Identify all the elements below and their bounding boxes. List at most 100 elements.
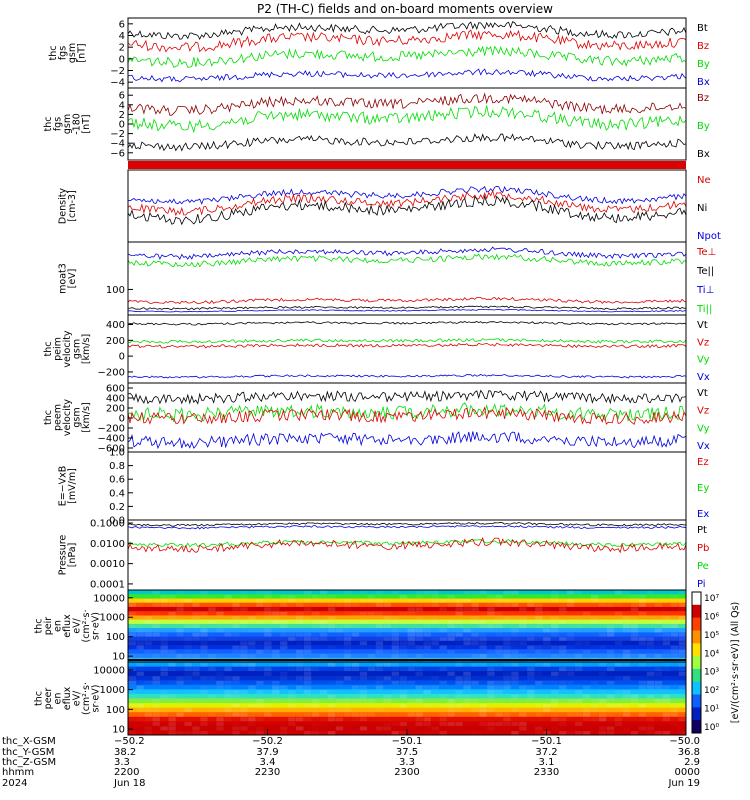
spectrogram-cell bbox=[311, 602, 320, 608]
spectrogram-cell bbox=[343, 707, 352, 713]
spectrogram-cell bbox=[136, 606, 145, 612]
spectrogram-cell bbox=[343, 590, 352, 595]
spectrogram-cell bbox=[319, 712, 328, 718]
spectrogram-cell bbox=[367, 712, 376, 718]
spectrogram-cell bbox=[510, 666, 520, 672]
spectrogram-cell bbox=[670, 703, 679, 709]
spectrogram-cell bbox=[470, 615, 480, 621]
spectrogram-cell bbox=[303, 598, 312, 604]
spectrogram-cell bbox=[518, 684, 528, 690]
spectrogram-cell bbox=[415, 671, 424, 677]
spectrogram-cell bbox=[534, 590, 544, 595]
legend-Ne: Ne bbox=[697, 175, 711, 186]
colorbar-frame bbox=[691, 591, 702, 734]
y-axis-label: peem bbox=[53, 404, 64, 431]
spectrogram-cell bbox=[159, 680, 169, 686]
spectrogram-cell bbox=[383, 598, 392, 604]
spectrogram-cell bbox=[654, 598, 663, 604]
spectrogram-cell bbox=[502, 636, 512, 642]
spectrogram-cell bbox=[343, 684, 352, 690]
spectrogram-cell bbox=[534, 698, 544, 704]
spectrogram-cell bbox=[430, 611, 440, 616]
spectrogram-cell bbox=[638, 693, 647, 700]
spectrogram-cell bbox=[454, 698, 464, 704]
spectrogram-cell bbox=[215, 645, 225, 650]
spectrogram-cell bbox=[287, 615, 296, 621]
spectrogram-cell bbox=[271, 693, 281, 700]
spectrogram-cell bbox=[542, 628, 552, 633]
spectrogram-cell bbox=[662, 712, 671, 718]
series-line-blue bbox=[128, 68, 686, 83]
y-tick-label: −6 bbox=[110, 148, 125, 159]
spectrogram-cell bbox=[247, 666, 257, 672]
spectrogram-cell bbox=[151, 689, 161, 695]
spectrogram-cell bbox=[550, 590, 560, 595]
spectrogram-cell bbox=[582, 606, 591, 612]
spectrogram-cell bbox=[462, 594, 472, 599]
spectrogram-cell bbox=[446, 606, 456, 612]
spectrogram-cell bbox=[143, 680, 153, 686]
spectrogram-cell bbox=[343, 653, 352, 659]
spectrogram-cell bbox=[558, 636, 568, 642]
spectrogram-cell bbox=[175, 640, 185, 646]
spectrogram-cell bbox=[526, 675, 536, 681]
spectrogram-cell bbox=[462, 611, 472, 616]
y-tick-label: 6 bbox=[119, 19, 125, 30]
spectrogram-cell bbox=[606, 707, 615, 713]
y-tick-label: −2 bbox=[110, 66, 125, 77]
spectrogram-cell bbox=[391, 671, 400, 677]
spectrogram-cell bbox=[399, 594, 408, 599]
spectrogram-cell bbox=[295, 590, 304, 595]
spectrogram-cell bbox=[526, 590, 536, 595]
spectrogram-cell bbox=[311, 636, 320, 642]
spectrogram-cell bbox=[343, 645, 352, 650]
spectrogram-cell bbox=[494, 689, 504, 695]
spectrogram-cell bbox=[470, 680, 480, 686]
spectrogram-cell bbox=[598, 611, 607, 616]
spectrogram-cell bbox=[327, 703, 336, 709]
spectrogram-cell bbox=[678, 594, 686, 599]
spectrogram-cell bbox=[183, 662, 193, 668]
spectrogram-cell bbox=[574, 649, 583, 655]
spectrogram-cell bbox=[590, 716, 599, 722]
spectrogram-cell bbox=[462, 662, 472, 668]
spectrogram-cell bbox=[415, 590, 424, 595]
y-axis-label: thc bbox=[43, 342, 54, 357]
spectrogram-cell bbox=[598, 590, 607, 595]
spectrogram-cell bbox=[518, 645, 528, 650]
spectrogram-cell bbox=[167, 662, 177, 668]
spectrogram-cell bbox=[287, 662, 296, 668]
spectrogram-cell bbox=[550, 653, 560, 659]
spectrogram-cell bbox=[478, 602, 488, 608]
x-tick-label: 3.4 bbox=[260, 757, 276, 768]
spectrogram-cell bbox=[207, 698, 217, 704]
spectrogram-cell bbox=[231, 675, 241, 681]
spectrogram-cell bbox=[303, 675, 312, 681]
spectrogram-cell bbox=[151, 640, 161, 646]
spectrogram-cell bbox=[454, 716, 464, 722]
series-line-blue bbox=[128, 524, 686, 530]
spectrogram-cell bbox=[638, 662, 647, 668]
spectrogram-cell bbox=[470, 725, 480, 732]
spectrogram-cell bbox=[502, 598, 512, 604]
spectrogram-cell bbox=[143, 598, 153, 604]
spectrogram-cell bbox=[494, 666, 504, 672]
spectrogram-cell bbox=[335, 636, 344, 642]
spectrogram-cell bbox=[335, 649, 344, 655]
spectrogram-cell bbox=[622, 693, 631, 700]
spectrogram-cell bbox=[239, 653, 249, 659]
y-tick-label: 10000 bbox=[93, 593, 125, 604]
spectrogram-cell bbox=[670, 598, 679, 604]
spectrogram-cell bbox=[359, 636, 368, 642]
panel-fgs_gsm_rot-content bbox=[128, 92, 686, 152]
spectrogram-cell bbox=[622, 703, 631, 709]
spectrogram-cell bbox=[622, 725, 631, 732]
spectrogram-cell bbox=[327, 640, 336, 646]
spectrogram-cell bbox=[630, 606, 639, 612]
spectrogram-cell bbox=[311, 632, 320, 638]
spectrogram-cell bbox=[598, 712, 607, 718]
spectrogram-cell bbox=[231, 707, 241, 713]
spectrogram-cell bbox=[359, 680, 368, 686]
spectrogram-cell bbox=[207, 684, 217, 690]
spectrogram-cell bbox=[128, 636, 137, 642]
